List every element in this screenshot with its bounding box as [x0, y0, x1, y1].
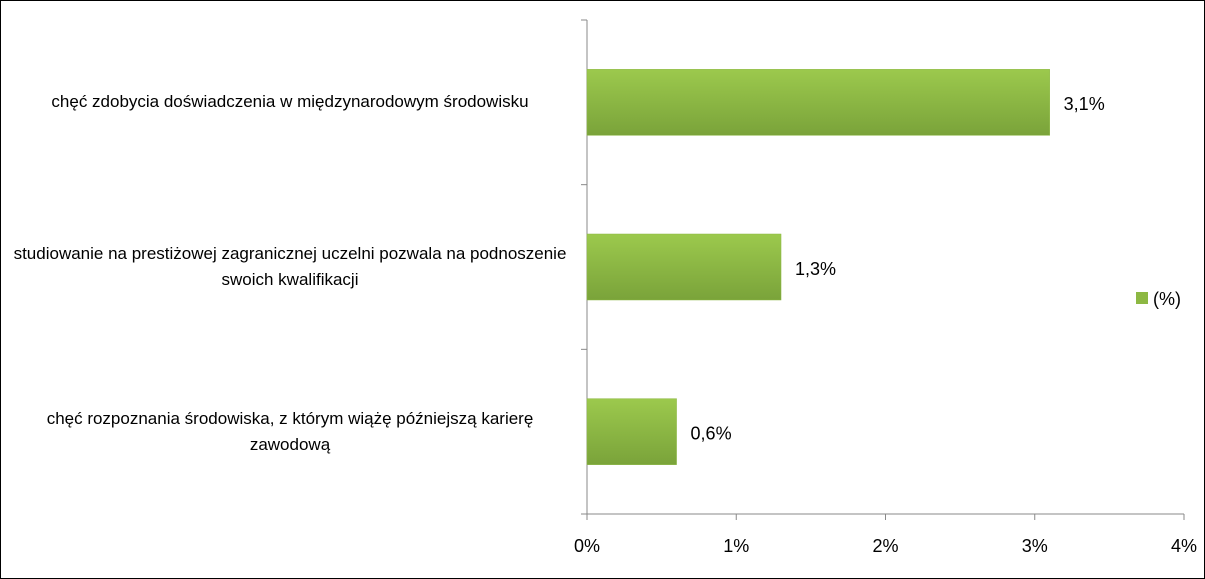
x-tick-label: 0% [574, 536, 600, 556]
x-tick-label: 1% [723, 536, 749, 556]
legend-swatch [1136, 292, 1148, 304]
data-label: 3,1% [1064, 94, 1105, 114]
x-tick-label: 3% [1022, 536, 1048, 556]
bar [586, 233, 782, 301]
category-label: chęć rozpoznania środowiska, z którym wi… [46, 408, 534, 454]
legend-label: (%) [1153, 289, 1181, 309]
category-label: studiowanie na prestiżowej zagranicznej … [13, 244, 567, 289]
data-label: 0,6% [691, 423, 732, 443]
category-label: chęć zdobycia doświadczenia w międzynaro… [51, 92, 529, 112]
bar [586, 398, 677, 465]
data-label: 1,3% [795, 259, 836, 279]
x-tick-label: 4% [1171, 536, 1197, 556]
x-tick-label: 2% [872, 536, 898, 556]
bar [586, 69, 1050, 136]
